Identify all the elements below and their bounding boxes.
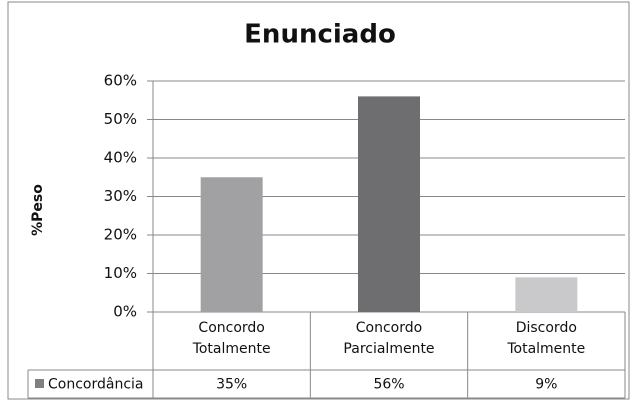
bar bbox=[200, 177, 263, 312]
value-label: 35% bbox=[216, 377, 247, 393]
legend-key bbox=[35, 379, 44, 388]
y-tick-label: 50% bbox=[104, 110, 137, 128]
y-tick-label: 40% bbox=[104, 149, 137, 167]
x-tick-cell: Concordo Totalmente bbox=[192, 320, 271, 357]
value-label: 9% bbox=[535, 377, 557, 393]
y-axis-label: %Peso bbox=[30, 184, 46, 236]
x-tick-label: Discordo Totalmente bbox=[507, 320, 586, 357]
y-tick-label: 60% bbox=[104, 72, 137, 90]
chart-border bbox=[7, 1, 630, 400]
x-tick-cell: Concordo Parcialmente bbox=[343, 320, 435, 357]
bar bbox=[358, 96, 420, 313]
value-label: 56% bbox=[373, 377, 404, 393]
x-tick-label: Concordo Totalmente bbox=[192, 320, 271, 357]
bar bbox=[515, 277, 578, 312]
y-tick-label: 0% bbox=[113, 303, 137, 321]
x-tick-cell: Discordo Totalmente bbox=[507, 320, 586, 357]
y-tick-label: 10% bbox=[104, 264, 137, 282]
chart-title: Enunciado bbox=[244, 20, 396, 50]
y-tick-label: 20% bbox=[104, 226, 137, 244]
legend-label: Concordância bbox=[48, 377, 144, 393]
x-tick-label: Concordo Parcialmente bbox=[343, 320, 435, 357]
y-tick-label: 30% bbox=[104, 187, 137, 205]
